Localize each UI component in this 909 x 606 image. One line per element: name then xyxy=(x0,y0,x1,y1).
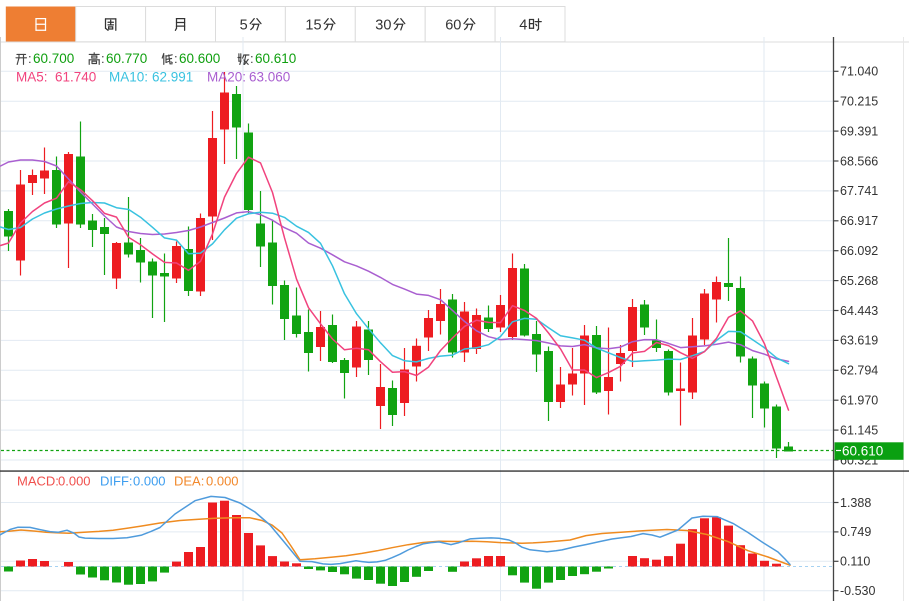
svg-text:71.040: 71.040 xyxy=(840,65,878,79)
svg-text:60.600: 60.600 xyxy=(179,51,220,66)
svg-text:MA5:: MA5: xyxy=(16,70,48,85)
svg-text:MA20:: MA20: xyxy=(207,70,246,85)
svg-text:64.443: 64.443 xyxy=(840,304,878,318)
svg-text:60.610: 60.610 xyxy=(255,51,296,66)
svg-text:60.700: 60.700 xyxy=(33,51,74,66)
svg-text:30: 30 xyxy=(375,17,391,33)
svg-text:60.770: 60.770 xyxy=(106,51,147,66)
svg-text::: : xyxy=(101,51,105,66)
svg-text:66.917: 66.917 xyxy=(840,214,878,228)
svg-text:69.391: 69.391 xyxy=(840,124,878,138)
svg-text:68.566: 68.566 xyxy=(840,154,878,168)
svg-text:1.388: 1.388 xyxy=(840,496,871,510)
svg-text:60: 60 xyxy=(445,17,461,33)
svg-text:66.092: 66.092 xyxy=(840,244,878,258)
svg-text:65.268: 65.268 xyxy=(840,274,878,288)
svg-text:0.000: 0.000 xyxy=(133,474,166,489)
svg-text:DEA:: DEA: xyxy=(174,474,204,489)
svg-text:0.749: 0.749 xyxy=(840,525,871,539)
svg-text::: : xyxy=(250,51,254,66)
svg-text:5: 5 xyxy=(240,17,248,33)
svg-text:0.110: 0.110 xyxy=(840,555,870,569)
svg-text:60.610: 60.610 xyxy=(842,443,883,458)
svg-text:0.000: 0.000 xyxy=(58,474,91,489)
svg-text:62.991: 62.991 xyxy=(152,70,193,85)
svg-text:15: 15 xyxy=(305,17,321,33)
svg-text:61.970: 61.970 xyxy=(840,394,878,408)
svg-text:4: 4 xyxy=(519,17,527,33)
svg-text:63.060: 63.060 xyxy=(249,70,290,85)
svg-text:61.145: 61.145 xyxy=(840,423,878,437)
svg-text:67.741: 67.741 xyxy=(840,184,878,198)
svg-text:MA10:: MA10: xyxy=(109,70,148,85)
svg-text::: : xyxy=(28,51,32,66)
svg-text:62.794: 62.794 xyxy=(840,364,878,378)
svg-text::: : xyxy=(174,51,178,66)
svg-text:MACD:: MACD: xyxy=(17,474,59,489)
svg-text:DIFF:: DIFF: xyxy=(100,474,133,489)
svg-text:63.619: 63.619 xyxy=(840,334,878,348)
svg-text:-0.530: -0.530 xyxy=(840,584,875,598)
svg-text:61.740: 61.740 xyxy=(55,70,96,85)
svg-text:0.000: 0.000 xyxy=(206,474,239,489)
svg-text:70.215: 70.215 xyxy=(840,95,878,109)
